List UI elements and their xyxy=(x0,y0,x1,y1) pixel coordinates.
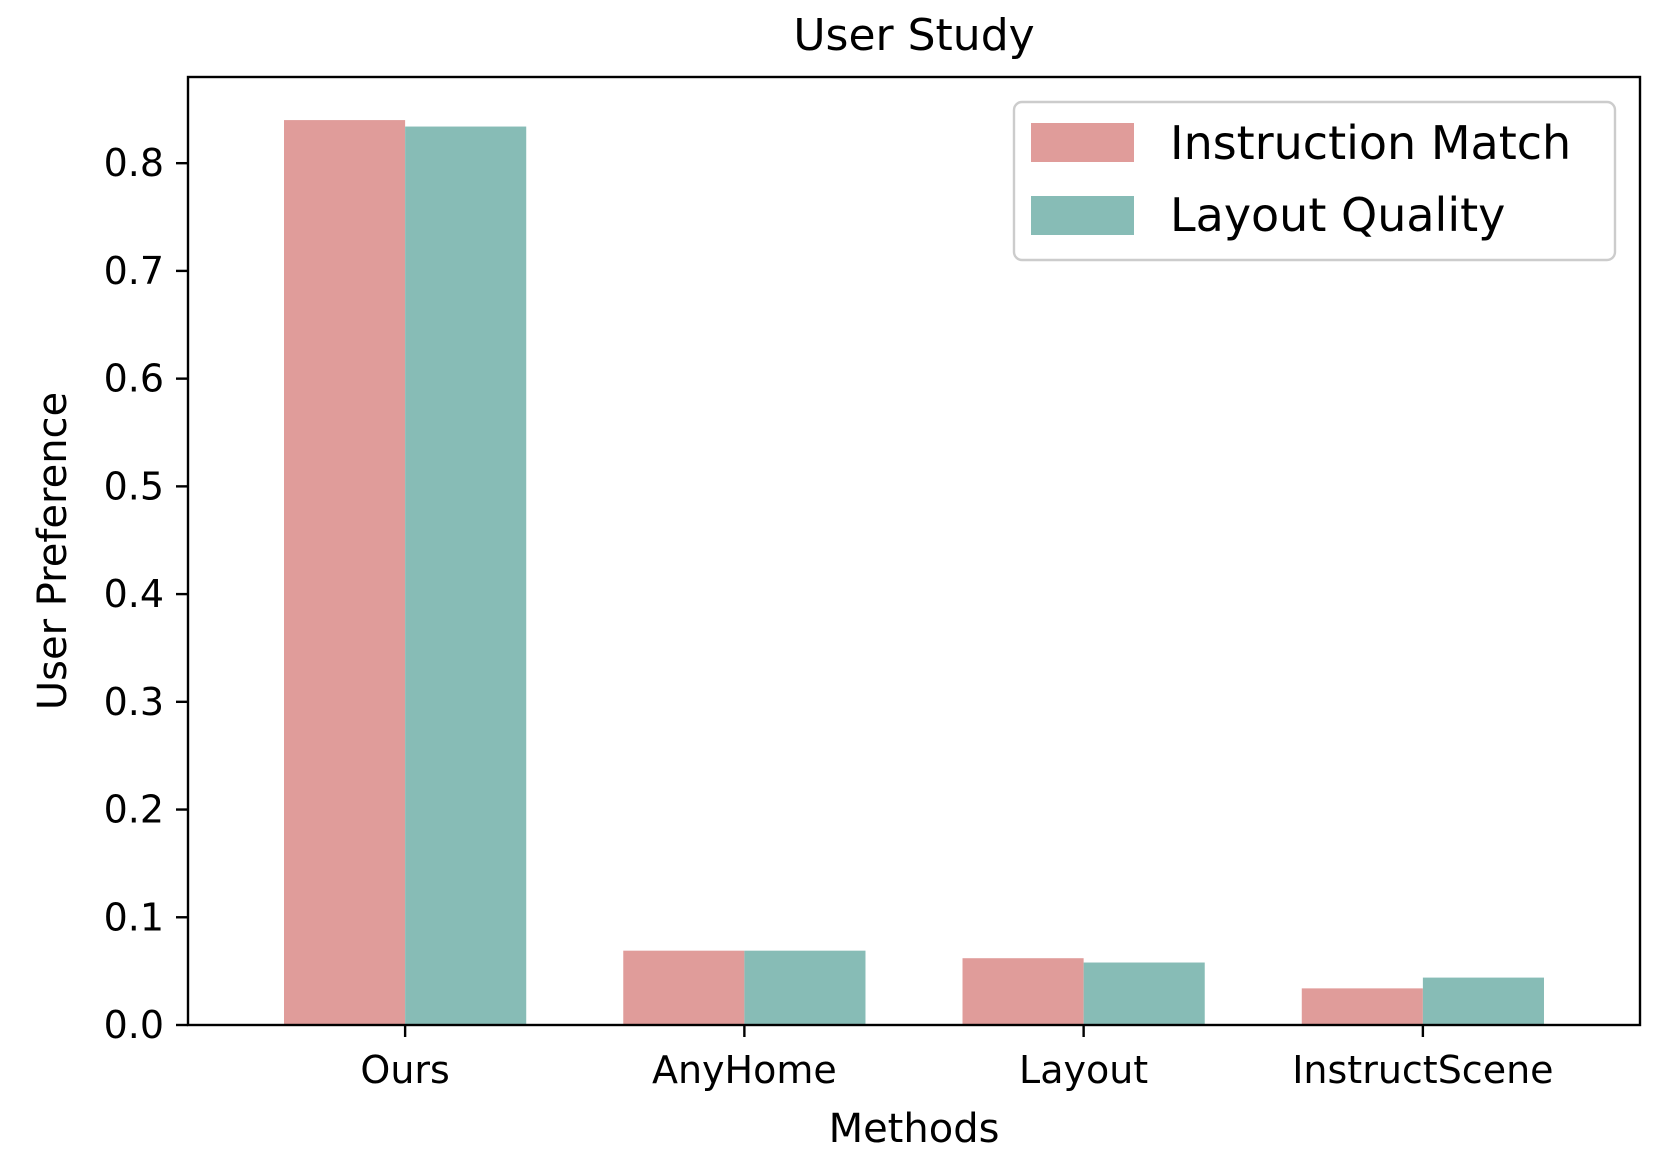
plot-frame xyxy=(186,75,1642,1027)
bar-instruction-match-anyhome xyxy=(623,950,745,1025)
x-tick-label-instructscene: InstructScene xyxy=(1292,1048,1553,1092)
x-tick-label-layout: Layout xyxy=(1019,1048,1148,1092)
y-tick-label: 0.0 xyxy=(104,1003,164,1047)
y-tick-label: 0.4 xyxy=(104,572,164,616)
x-axis: Ours AnyHome Layout InstructScene xyxy=(360,1025,1554,1092)
legend-swatch-layout-quality xyxy=(1031,196,1134,235)
y-tick-label: 0.1 xyxy=(104,895,164,939)
y-tick-label: 0.3 xyxy=(104,680,164,724)
y-axis: 0.0 0.1 0.2 0.3 0.4 0.5 0.6 0.7 0.8 xyxy=(104,141,188,1047)
y-tick-label: 0.2 xyxy=(104,788,164,832)
legend-label-instruction-match: Instruction Match xyxy=(1170,116,1571,170)
y-tick-label: 0.8 xyxy=(104,141,164,185)
y-tick-label: 0.7 xyxy=(104,249,164,293)
y-axis-title: User Preference xyxy=(30,392,76,710)
y-tick-label: 0.5 xyxy=(104,464,164,508)
legend-swatch-instruction-match xyxy=(1031,123,1134,162)
bar-instruction-match-ours xyxy=(284,120,406,1026)
x-tick-label-anyhome: AnyHome xyxy=(652,1048,837,1092)
chart-title: User Study xyxy=(793,10,1034,61)
y-tick-label: 0.6 xyxy=(104,357,164,401)
bars-group xyxy=(284,120,1544,1026)
bar-layout-quality-ours xyxy=(405,126,527,1026)
x-axis-title: Methods xyxy=(829,1106,1000,1149)
bar-instruction-match-layout xyxy=(962,958,1084,1025)
bar-layout-quality-anyhome xyxy=(744,950,866,1025)
legend-box xyxy=(1012,100,1617,262)
legend: Instruction Match Layout Quality xyxy=(1012,100,1617,262)
bar-layout-quality-layout xyxy=(1083,962,1205,1025)
x-tick-label-ours: Ours xyxy=(360,1048,449,1092)
bar-instruction-match-instructscene xyxy=(1301,988,1423,1025)
legend-label-layout-quality: Layout Quality xyxy=(1170,188,1505,242)
bar-layout-quality-instructscene xyxy=(1422,977,1544,1025)
